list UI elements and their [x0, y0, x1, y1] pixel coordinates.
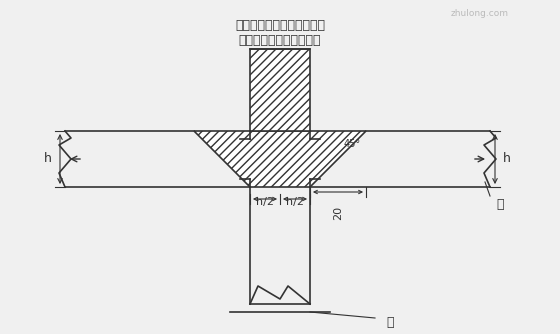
Polygon shape [194, 131, 366, 187]
Text: 凝土浇筑施工缝留置示意图: 凝土浇筑施工缝留置示意图 [235, 19, 325, 32]
Text: h: h [503, 153, 511, 166]
Text: h/2: h/2 [286, 197, 304, 207]
Text: zhulong.com: zhulong.com [451, 9, 509, 18]
Text: h/2: h/2 [256, 197, 274, 207]
Text: 45°: 45° [344, 139, 361, 149]
Text: 20: 20 [333, 206, 343, 220]
Text: 棁、柱节点处不同等级混: 棁、柱节点处不同等级混 [239, 34, 321, 47]
Text: h: h [44, 153, 52, 166]
Text: 梁: 梁 [496, 197, 504, 210]
Text: 柱: 柱 [386, 316, 394, 329]
Polygon shape [250, 49, 310, 131]
